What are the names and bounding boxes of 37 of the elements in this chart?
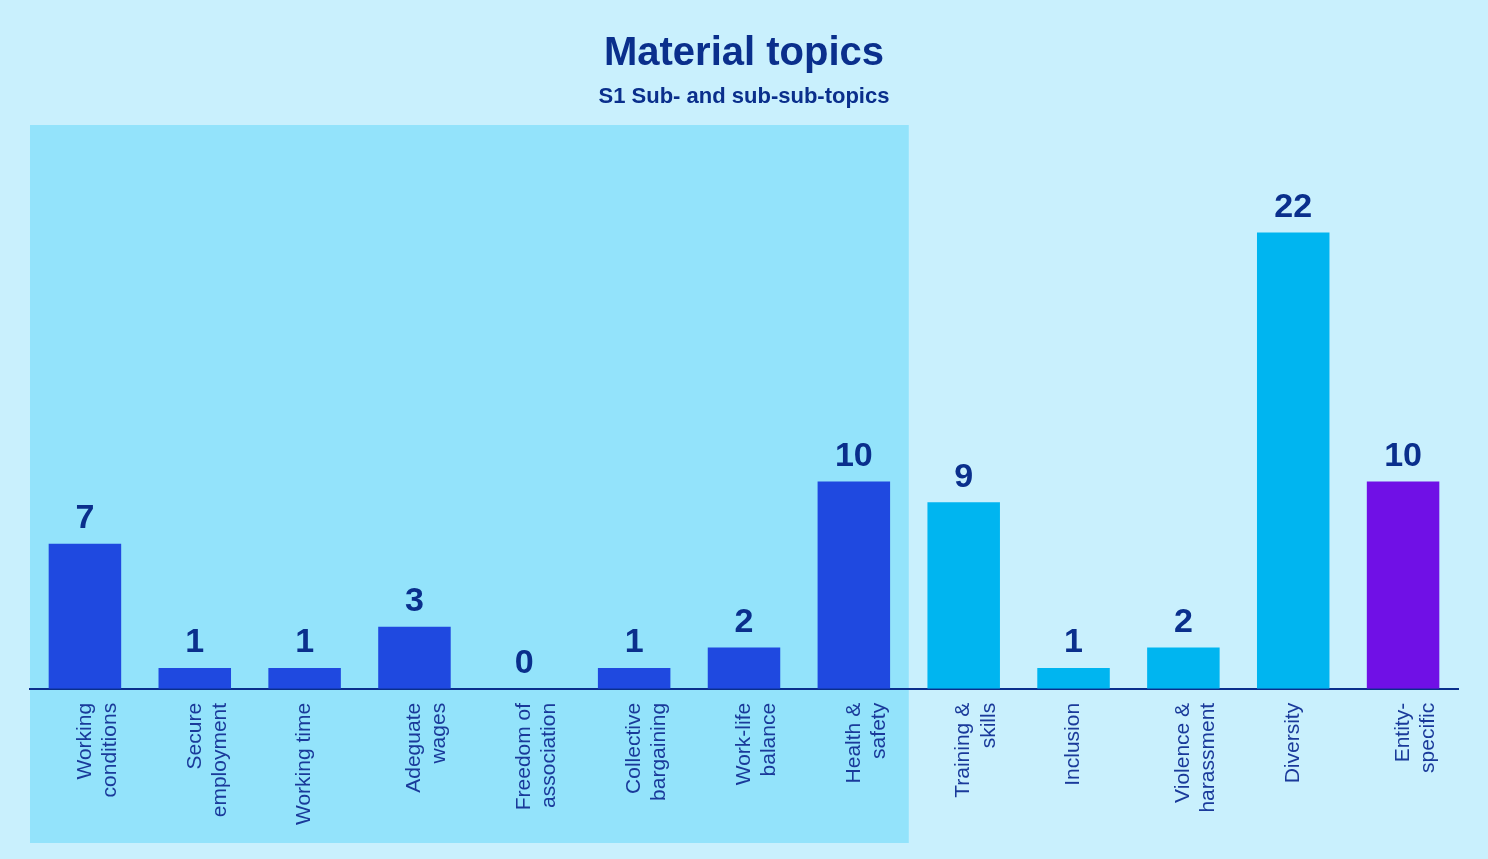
data-label: 1 xyxy=(295,621,315,660)
x-tick-label: Work-life balance xyxy=(730,702,779,786)
data-label: 2 xyxy=(734,600,754,639)
data-label: 1 xyxy=(185,621,205,660)
x-tick-label: Violence & harassment xyxy=(1170,702,1219,813)
data-label: 2 xyxy=(1173,600,1193,639)
bar xyxy=(817,481,891,689)
x-tick-label: Health & safety xyxy=(840,702,889,784)
data-label: 7 xyxy=(75,497,95,536)
data-label: 3 xyxy=(405,580,424,619)
bar xyxy=(268,668,341,689)
bar xyxy=(48,543,122,689)
x-tick-label: Working time xyxy=(291,702,315,826)
x-tick-label: Inclusion xyxy=(1060,702,1084,786)
data-label: 1 xyxy=(1064,621,1083,660)
bar xyxy=(707,647,781,689)
data-label: 22 xyxy=(1274,185,1313,224)
data-label: 10 xyxy=(1384,434,1422,473)
bar xyxy=(1147,647,1220,689)
bar xyxy=(1366,481,1440,689)
bar xyxy=(597,668,671,689)
chart-title: Material topics xyxy=(603,29,885,74)
data-label: 10 xyxy=(834,434,873,473)
x-tick-label: Entity- specific xyxy=(1389,702,1439,773)
bar xyxy=(378,626,451,689)
bar xyxy=(1037,668,1110,689)
data-label: 0 xyxy=(514,642,534,681)
bar xyxy=(927,502,1000,689)
x-tick-label: Adeguate wages xyxy=(401,702,450,793)
x-tick-label: Diversity xyxy=(1280,702,1304,784)
x-tick-label: Training & skills xyxy=(950,702,999,798)
data-label: 1 xyxy=(624,621,644,660)
bar xyxy=(1256,232,1330,689)
x-tick-label: Working conditions xyxy=(71,702,120,798)
bar xyxy=(158,668,232,689)
chart-subtitle: S1 Sub- and sub-sub-topics xyxy=(598,83,890,109)
data-label: 9 xyxy=(954,455,974,494)
